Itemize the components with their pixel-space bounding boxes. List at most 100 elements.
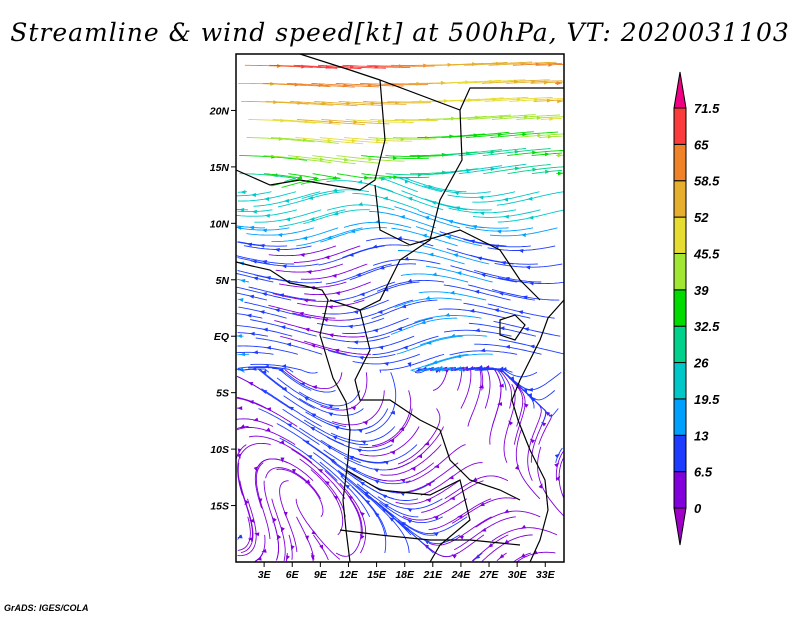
streamline-arrow (259, 310, 265, 315)
streamline-arrow (407, 362, 412, 368)
streamline-arrow (528, 281, 534, 286)
border (374, 184, 541, 301)
streamline-arrow (333, 211, 339, 216)
streamline-arrow (523, 327, 529, 332)
streamline-arrow (286, 342, 292, 347)
streamline-arrow (555, 475, 561, 481)
streamline-arrow (416, 81, 422, 86)
streamline-arrow (290, 545, 295, 551)
streamline-arrow (240, 278, 246, 283)
streamline-arrow (545, 169, 551, 174)
colorbar-bin (673, 180, 687, 218)
streamline-arrow (410, 467, 416, 471)
streamline-arrow (324, 481, 330, 486)
streamline-arrow (343, 83, 349, 88)
streamline-arrow (537, 133, 543, 138)
streamline-arrow (280, 325, 286, 330)
streamline-arrow (373, 468, 379, 473)
border (339, 529, 521, 546)
streamline-arrow (527, 387, 533, 392)
streamline-arrow (424, 539, 430, 545)
streamline-arrow (532, 167, 538, 172)
streamline-arrow (522, 295, 528, 300)
streamline-arrow (280, 526, 285, 533)
streamline-arrow (356, 448, 362, 453)
streamline (254, 534, 266, 562)
colorbar-bin (673, 398, 687, 436)
streamline-arrow (497, 132, 503, 137)
streamline-arrow (538, 483, 543, 489)
streamline-arrow (424, 441, 430, 446)
streamline-arrow (358, 355, 364, 360)
streamline-arrow (458, 535, 464, 540)
colorbar-label: 58.5 (694, 174, 720, 189)
streamline-arrow (252, 276, 259, 281)
x-tick-label: 6E (286, 569, 300, 581)
streamline-arrow (424, 216, 430, 220)
streamline-arrow (523, 403, 529, 408)
streamline-arrow (355, 272, 361, 277)
streamline-arrow (379, 265, 385, 270)
streamline-arrow (472, 477, 478, 482)
streamline-arrow (360, 440, 367, 445)
colorbar-label: 52 (694, 210, 709, 225)
streamline-arrow (331, 175, 337, 180)
colorbar-bin (673, 362, 687, 400)
streamline-arrow (522, 388, 528, 393)
x-tick-label: 3E (258, 569, 272, 581)
streamline-arrow (250, 192, 256, 197)
colorbar-label: 26 (693, 356, 709, 371)
streamline-arrow (406, 519, 413, 524)
streamline-arrow (529, 438, 535, 444)
streamline-arrow (249, 225, 255, 230)
streamline-arrow (543, 80, 549, 85)
streamline-arrow (265, 427, 271, 432)
streamline-arrow (237, 406, 243, 411)
streamline-arrow (557, 99, 563, 104)
coastlines-borders (236, 54, 564, 562)
streamline-arrow (378, 345, 384, 350)
streamline-arrow (549, 116, 555, 121)
streamline-arrow (478, 195, 484, 200)
streamline-arrow (517, 310, 524, 315)
streamline-arrow (240, 352, 246, 357)
streamline-arrow (299, 253, 305, 257)
streamline-arrow (451, 554, 457, 559)
streamline-arrow (503, 509, 510, 514)
streamline-arrow (407, 196, 413, 201)
streamline-arrow (453, 191, 460, 196)
streamline-arrow (339, 472, 345, 478)
border (345, 469, 471, 562)
x-tick-label: 18E (395, 569, 415, 581)
streamline-arrow (557, 153, 563, 158)
streamline-arrow (261, 228, 267, 233)
streamline-arrow (480, 527, 487, 532)
x-tick-label: 9E (314, 569, 328, 581)
y-tick-label: 15S (210, 501, 229, 513)
streamline-arrow (309, 217, 315, 222)
streamline-arrow (368, 157, 374, 162)
streamline-arrow (403, 256, 409, 261)
streamline-arrow (292, 468, 297, 475)
streamline-arrow (331, 273, 337, 278)
streamline-arrow (474, 328, 481, 333)
streamline-arrow (329, 458, 335, 463)
streamline-arrow (329, 120, 335, 125)
streamline-arrow (281, 264, 287, 269)
streamline-arrow (274, 308, 280, 313)
streamline-arrow (381, 494, 388, 499)
streamline-arrow (520, 553, 526, 558)
streamline-arrow (466, 168, 472, 173)
streamline-arrow (548, 62, 554, 67)
streamline-arrow (501, 366, 507, 371)
streamline-arrow (514, 166, 521, 171)
streamline-arrow (504, 344, 510, 349)
streamline-arrow (253, 417, 259, 422)
streamline-arrow (480, 348, 486, 353)
streamline-arrow (388, 517, 395, 522)
streamline-arrow (406, 278, 413, 283)
streamline-arrow (503, 197, 509, 202)
streamline-arrow (399, 427, 405, 432)
colorbar-label: 0 (694, 501, 702, 516)
streamline-arrow (554, 462, 560, 468)
